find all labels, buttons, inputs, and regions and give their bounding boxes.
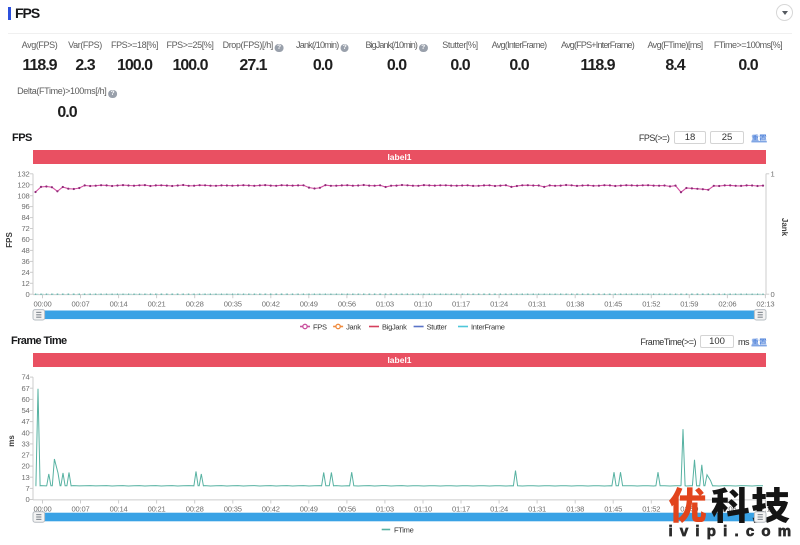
- svg-text:01:17: 01:17: [452, 505, 470, 514]
- svg-text:BigJank: BigJank: [382, 322, 407, 331]
- svg-text:ivipi.com: ivipi.com: [669, 523, 799, 540]
- svg-text:00:14: 00:14: [110, 299, 128, 308]
- svg-text:00:35: 00:35: [224, 299, 242, 308]
- svg-text:84: 84: [21, 213, 29, 222]
- svg-text:12: 12: [21, 279, 29, 288]
- svg-text:7: 7: [25, 484, 29, 493]
- svg-text:00:56: 00:56: [338, 505, 356, 514]
- svg-text:108: 108: [17, 191, 29, 200]
- svg-text:40: 40: [21, 428, 29, 437]
- svg-text:01:10: 01:10: [414, 505, 432, 514]
- svg-text:00:07: 00:07: [71, 505, 89, 514]
- svg-text:Jank: Jank: [346, 322, 361, 331]
- svg-text:02:13: 02:13: [756, 299, 774, 308]
- svg-text:02:06: 02:06: [718, 299, 736, 308]
- svg-text:72: 72: [21, 224, 29, 233]
- svg-text:01:52: 01:52: [642, 505, 660, 514]
- svg-text:01:38: 01:38: [566, 505, 584, 514]
- svg-text:0: 0: [771, 290, 775, 299]
- svg-text:01:52: 01:52: [642, 299, 660, 308]
- svg-text:00:56: 00:56: [338, 299, 356, 308]
- svg-text:00:00: 00:00: [33, 299, 51, 308]
- svg-text:00:28: 00:28: [186, 505, 204, 514]
- svg-text:27: 27: [21, 451, 29, 460]
- svg-text:60: 60: [21, 395, 29, 404]
- svg-text:48: 48: [21, 246, 29, 255]
- svg-text:00:21: 00:21: [148, 299, 166, 308]
- svg-text:20: 20: [21, 462, 29, 471]
- svg-text:33: 33: [21, 440, 29, 449]
- svg-text:FTime: FTime: [394, 525, 414, 534]
- svg-text:54: 54: [21, 406, 29, 415]
- svg-text:47: 47: [21, 417, 29, 426]
- svg-text:00:42: 00:42: [262, 505, 280, 514]
- svg-text:Jank: Jank: [780, 218, 789, 237]
- svg-text:ms: ms: [7, 435, 16, 447]
- svg-text:01:24: 01:24: [490, 505, 508, 514]
- svg-text:01:45: 01:45: [604, 505, 622, 514]
- svg-text:FPS: FPS: [5, 232, 14, 248]
- svg-text:0: 0: [25, 495, 29, 504]
- svg-text:00:07: 00:07: [71, 299, 89, 308]
- svg-text:01:38: 01:38: [566, 299, 584, 308]
- svg-text:01:24: 01:24: [490, 299, 508, 308]
- svg-text:Stutter: Stutter: [427, 322, 448, 331]
- svg-text:74: 74: [21, 373, 29, 382]
- svg-text:02:06: 02:06: [718, 505, 736, 514]
- svg-text:24: 24: [21, 268, 29, 277]
- svg-text:67: 67: [21, 384, 29, 393]
- svg-text:13: 13: [21, 473, 29, 482]
- svg-text:01:03: 01:03: [376, 299, 394, 308]
- svg-text:01:31: 01:31: [528, 299, 546, 308]
- svg-text:00:21: 00:21: [148, 505, 166, 514]
- svg-text:132: 132: [17, 169, 29, 178]
- svg-text:FPS: FPS: [313, 322, 327, 331]
- svg-text:00:35: 00:35: [224, 505, 242, 514]
- svg-text:00:49: 00:49: [300, 505, 318, 514]
- svg-text:InterFrame: InterFrame: [471, 322, 505, 331]
- svg-text:01:45: 01:45: [604, 299, 622, 308]
- svg-text:01:17: 01:17: [452, 299, 470, 308]
- svg-text:0: 0: [25, 290, 29, 299]
- svg-text:01:59: 01:59: [680, 299, 698, 308]
- svg-text:00:14: 00:14: [110, 505, 128, 514]
- svg-text:36: 36: [21, 257, 29, 266]
- svg-text:02:13: 02:13: [756, 505, 774, 514]
- svg-text:01:31: 01:31: [528, 505, 546, 514]
- svg-text:1: 1: [771, 169, 775, 178]
- svg-text:96: 96: [21, 202, 29, 211]
- svg-text:00:28: 00:28: [186, 299, 204, 308]
- svg-text:120: 120: [17, 180, 29, 189]
- svg-text:60: 60: [21, 235, 29, 244]
- svg-text:00:49: 00:49: [300, 299, 318, 308]
- svg-text:00:00: 00:00: [33, 505, 51, 514]
- svg-text:01:10: 01:10: [414, 299, 432, 308]
- svg-text:01:03: 01:03: [376, 505, 394, 514]
- svg-text:00:42: 00:42: [262, 299, 280, 308]
